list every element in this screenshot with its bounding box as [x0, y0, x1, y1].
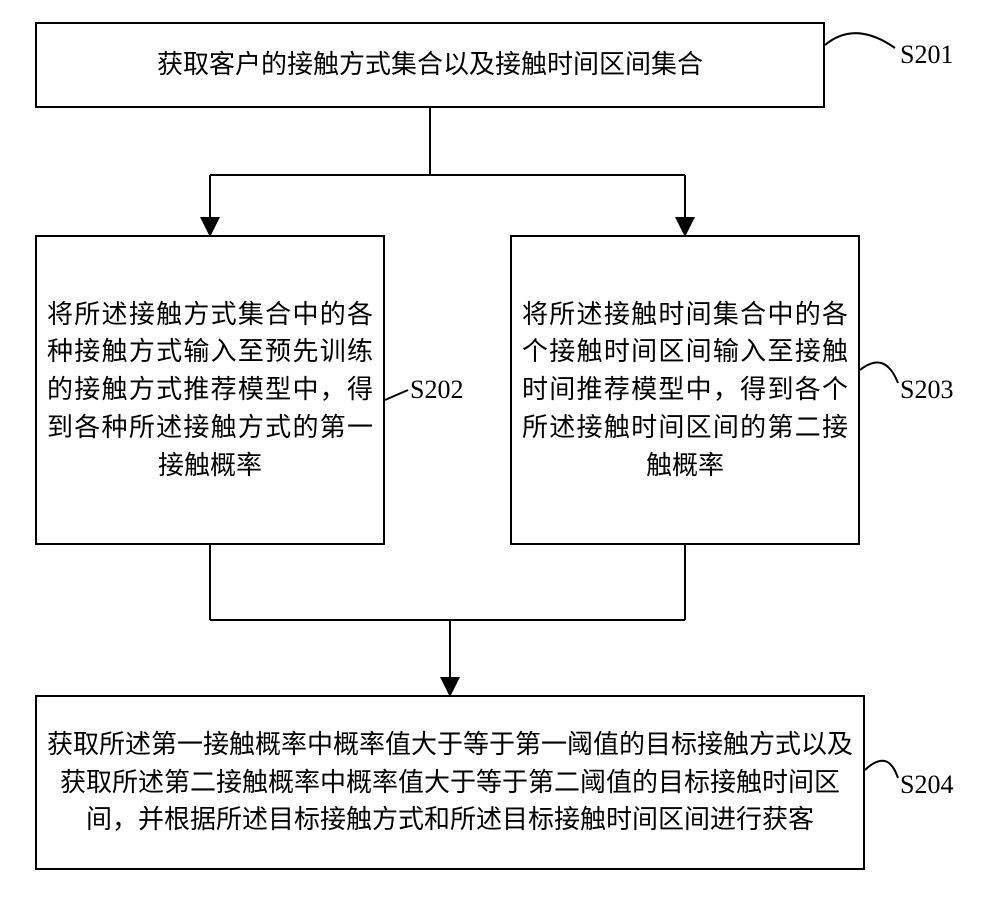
flowchart-canvas: 获取客户的接触方式集合以及接触时间区间集合 将所述接触方式集合中的各种接触方式输… [0, 0, 1000, 917]
node-s202: 将所述接触方式集合中的各种接触方式输入至预先训练的接触方式推荐模型中，得到各种所… [35, 235, 385, 545]
connector-s202 [385, 390, 408, 400]
node-s202-text: 将所述接触方式集合中的各种接触方式输入至预先训练的接触方式推荐模型中，得到各种所… [47, 296, 373, 484]
label-s202: S202 [410, 375, 463, 405]
node-s204-text: 获取所述第一接触概率中概率值大于等于第一阈值的目标接触方式以及获取所述第二接触概… [47, 726, 853, 839]
label-s203: S203 [900, 375, 953, 405]
connector-s204 [865, 761, 898, 778]
node-s204: 获取所述第一接触概率中概率值大于等于第一阈值的目标接触方式以及获取所述第二接触概… [35, 695, 865, 870]
node-s203-text: 将所述接触时间集合中的各个接触时间区间输入至接触时间推荐模型中，得到各个所述接触… [522, 296, 848, 484]
node-s203: 将所述接触时间集合中的各个接触时间区间输入至接触时间推荐模型中，得到各个所述接触… [510, 235, 860, 545]
label-s204: S204 [900, 770, 953, 800]
node-s201-text: 获取客户的接触方式集合以及接触时间区间集合 [157, 46, 703, 84]
node-s201: 获取客户的接触方式集合以及接触时间区间集合 [35, 22, 825, 108]
label-s201: S201 [900, 40, 953, 70]
connector-s203 [860, 362, 898, 383]
connector-s201 [825, 33, 895, 48]
